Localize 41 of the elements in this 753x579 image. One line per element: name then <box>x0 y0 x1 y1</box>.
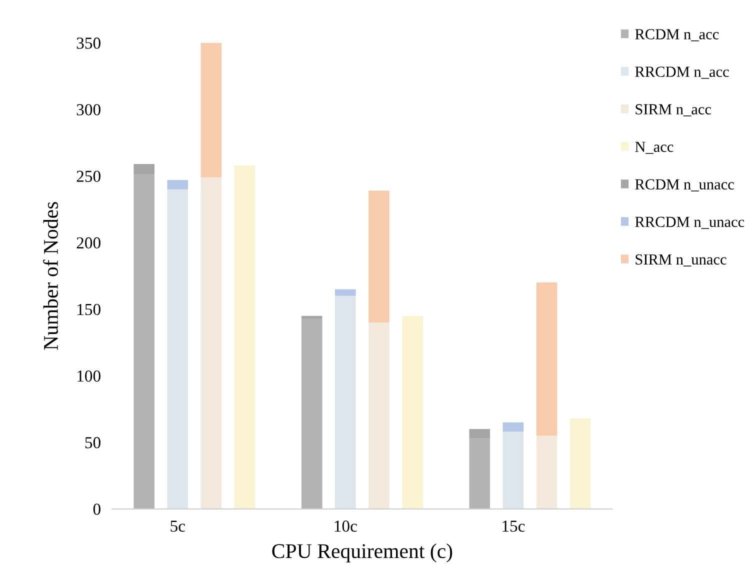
y-tick-label: 200 <box>76 237 100 249</box>
bar <box>301 318 322 509</box>
bar <box>469 429 490 438</box>
bar <box>134 174 154 509</box>
bar <box>368 322 390 509</box>
y-axis-title: Number of Nodes <box>43 202 58 350</box>
bar <box>502 422 524 432</box>
bar <box>368 190 390 323</box>
y-tick-label: 150 <box>78 304 100 316</box>
bar <box>134 164 154 175</box>
x-tick-label: 15c <box>502 520 525 532</box>
bar <box>234 165 256 509</box>
legend-label: RCDM n_acc <box>635 29 719 42</box>
legend-label: RCDM n_unacc <box>635 179 734 192</box>
x-axis-title: CPU Requirement (c) <box>272 544 452 562</box>
bar <box>335 289 356 296</box>
bar <box>536 436 558 509</box>
bar <box>301 316 322 319</box>
legend-label: SIRM n_acc <box>636 104 712 116</box>
y-tick-label: 100 <box>78 370 100 382</box>
legend-label: SIRM n_unacc <box>636 254 726 266</box>
bar <box>167 180 188 190</box>
bar <box>167 189 188 509</box>
y-tick-label: 50 <box>85 437 100 448</box>
legend-label: RRCDM n_unacc <box>635 216 744 229</box>
bar <box>570 418 591 509</box>
y-tick-label: 250 <box>76 170 100 182</box>
y-tick-label: 300 <box>76 104 100 116</box>
x-tick-label: 10c <box>334 520 357 532</box>
bar <box>402 316 423 509</box>
bar <box>536 282 558 436</box>
y-tick-label: 0 <box>93 504 100 515</box>
bar <box>502 432 524 509</box>
legend-label: N_acc <box>635 142 674 154</box>
bar <box>335 296 356 509</box>
legend-label: RRCDM n_acc <box>635 66 729 79</box>
bar <box>200 42 222 178</box>
bar <box>200 177 222 509</box>
bar <box>469 438 490 509</box>
y-tick-label: 350 <box>76 38 100 49</box>
x-tick-label: 5c <box>170 520 185 532</box>
